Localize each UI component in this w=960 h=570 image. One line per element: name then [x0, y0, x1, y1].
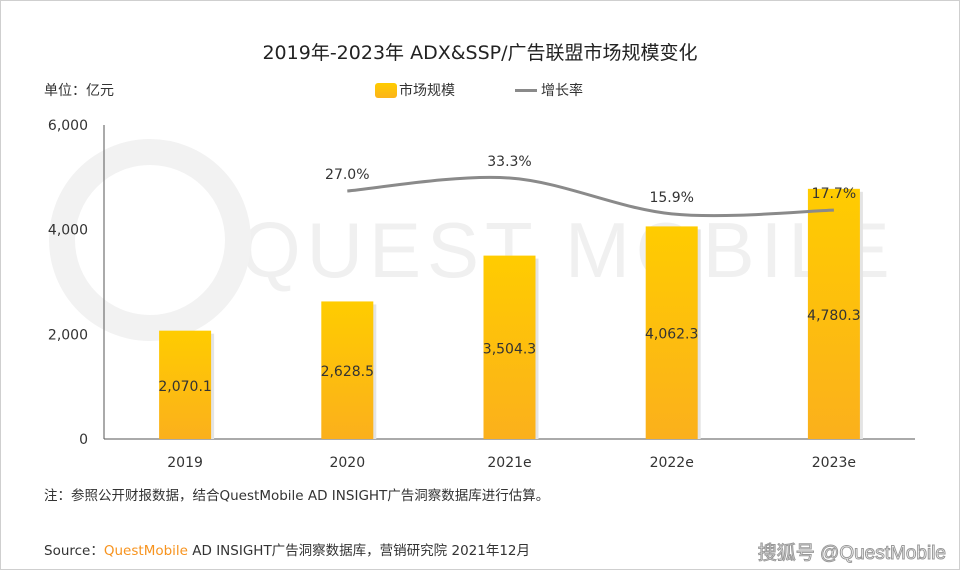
x-tick-label: 2019	[167, 455, 203, 471]
credit-watermark: 搜狐号 @QuestMobile	[757, 543, 946, 565]
x-tick-label: 2021e	[487, 455, 531, 471]
bar-data-label: 2,070.1	[158, 379, 211, 395]
growth-rate-line	[347, 175, 834, 218]
bar	[483, 255, 536, 439]
line-data-label: 17.7%	[812, 186, 856, 202]
x-tick-label: 2023e	[812, 455, 856, 471]
bar	[159, 330, 212, 439]
legend-bar-label: 市场规模	[399, 83, 455, 99]
footnote: 注：参照公开财报数据，结合QuestMobile AD INSIGHT广告洞察数…	[44, 488, 550, 504]
y-tick-label: 4,000	[48, 223, 88, 239]
watermark-logo-icon	[49, 139, 251, 341]
watermark: QUEST MOBILE	[240, 206, 896, 294]
bar-data-label: 4,780.3	[807, 308, 860, 324]
line-data-label: 27.0%	[325, 167, 369, 183]
source-brand: QuestMobile	[103, 543, 188, 559]
legend-line-label: 增长率	[541, 83, 583, 99]
bar	[321, 301, 374, 439]
source-prefix: Source：	[44, 543, 104, 559]
y-tick-label: 0	[79, 432, 88, 448]
legend-bar-swatch	[375, 82, 397, 98]
source-line: Source：QuestMobile AD INSIGHT广告洞察数据库，营销研…	[44, 539, 530, 559]
bar	[807, 188, 860, 439]
bar-data-label: 2,628.5	[321, 364, 374, 380]
bar-data-label: 4,062.3	[645, 327, 698, 343]
y-tick-label: 6,000	[48, 118, 88, 134]
x-tick-label: 2020	[329, 455, 365, 471]
source-rest: AD INSIGHT广告洞察数据库，营销研究院 2021年12月	[187, 543, 531, 559]
unit-label: 单位：亿元	[44, 83, 114, 99]
bar-data-label: 3,504.3	[483, 341, 536, 357]
legend: 市场规模 增长率	[375, 80, 583, 100]
line-data-label: 33.3%	[487, 154, 531, 170]
x-tick-label: 2022e	[650, 455, 694, 471]
y-tick-label: 2,000	[48, 327, 88, 343]
chart-title: 2019年-2023年 ADX&SSP/广告联盟市场规模变化	[262, 42, 698, 64]
line-data-label: 15.9%	[649, 190, 693, 206]
legend-line-swatch	[515, 88, 537, 92]
bar	[645, 226, 698, 439]
